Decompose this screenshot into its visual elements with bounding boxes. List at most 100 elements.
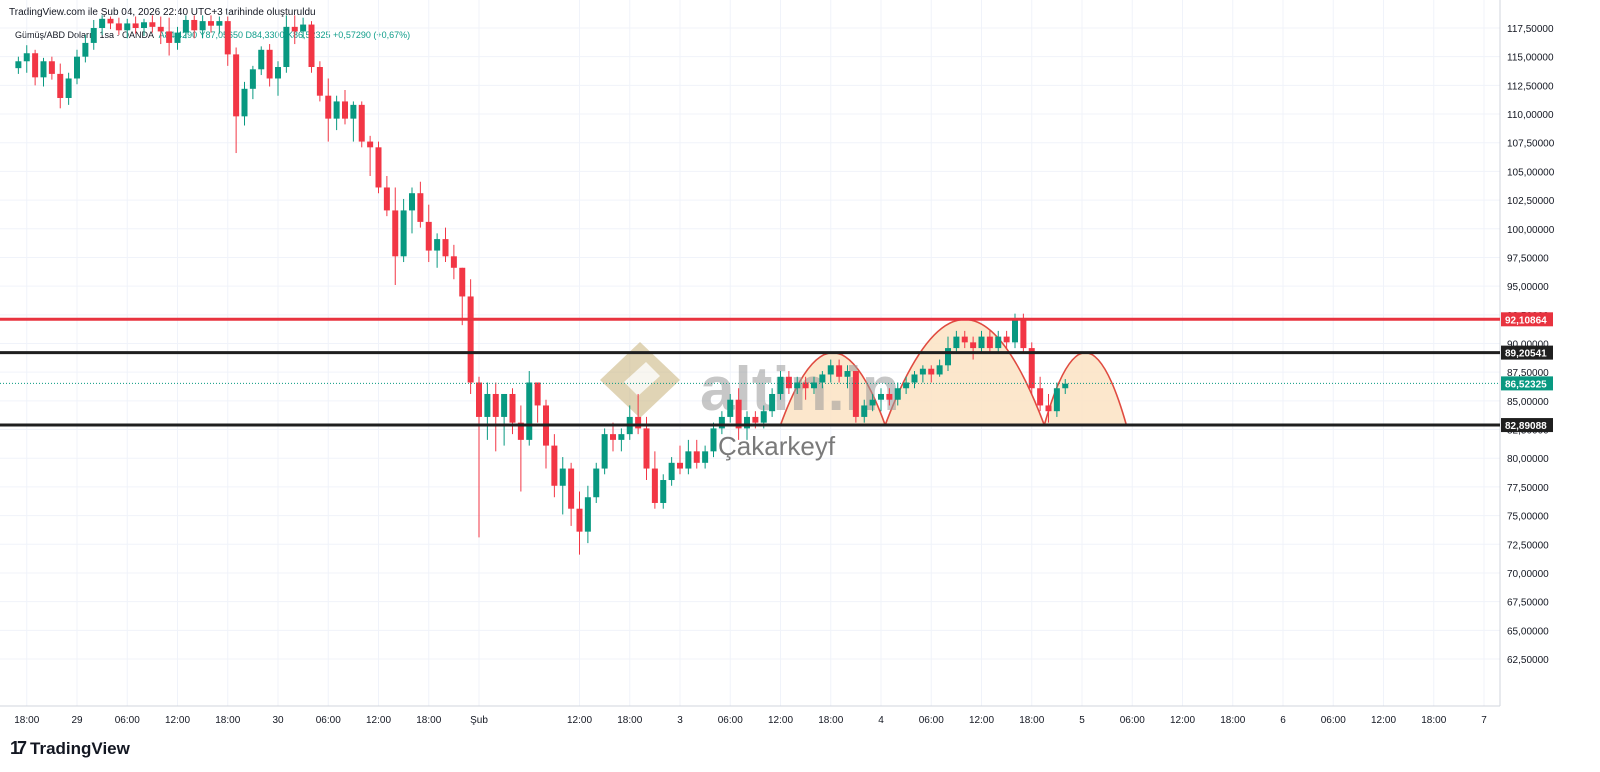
time-tick-label: 18:00 [14, 715, 39, 726]
candle-body [174, 32, 181, 43]
candle [241, 81, 248, 126]
candle [919, 365, 926, 383]
candle-body [417, 193, 424, 222]
candle-body [350, 104, 357, 119]
candle-body [752, 416, 759, 423]
candle-body [233, 54, 240, 117]
candle [442, 227, 449, 263]
candle [584, 485, 591, 544]
candle [208, 15, 214, 33]
time-tick-label: 12:00 [1170, 715, 1195, 726]
candle [392, 187, 399, 285]
candle [551, 434, 558, 498]
candle [40, 57, 47, 87]
price-tick-label: 97,50000 [1507, 253, 1549, 264]
tradingview-brand[interactable]: 17 TradingView [10, 738, 130, 759]
time-tick-label: 18:00 [1019, 715, 1044, 726]
price-tick-label: 62,50000 [1507, 655, 1549, 666]
candle-body [23, 53, 30, 62]
candle-body [794, 382, 801, 389]
candle-body [928, 368, 935, 375]
candle-body [827, 365, 834, 375]
candle-body [903, 382, 910, 389]
candle-body [953, 336, 960, 349]
candle [861, 399, 868, 423]
candle [702, 445, 709, 469]
candle [911, 371, 918, 389]
candle [350, 101, 357, 142]
time-tick-label: 12:00 [165, 715, 190, 726]
candle-body [1045, 405, 1052, 412]
candle [115, 17, 122, 35]
candle [727, 393, 734, 423]
candle-body [651, 468, 658, 503]
candle [476, 376, 482, 538]
candle [450, 244, 457, 280]
candle-body [886, 393, 893, 400]
candle-body [1020, 319, 1027, 349]
candle-body [517, 422, 524, 440]
candle [1037, 376, 1044, 412]
candle-body [819, 374, 826, 383]
price-tick-label: 70,00000 [1507, 569, 1549, 580]
candle [266, 44, 273, 87]
candle-body [584, 497, 591, 532]
candle-body [375, 147, 382, 188]
candle-body [811, 382, 817, 389]
candle [1028, 342, 1035, 394]
candle-body [1062, 383, 1069, 389]
candle-body [1028, 348, 1035, 389]
time-tick-label: 06:00 [718, 715, 743, 726]
time-tick-label: 3 [677, 715, 683, 726]
candle-body [911, 374, 918, 383]
candle-body [325, 95, 332, 119]
time-tick-label: 6 [1280, 715, 1286, 726]
candle-body [618, 434, 625, 440]
candle [342, 89, 348, 125]
candle [99, 15, 106, 35]
candle [827, 359, 834, 383]
candle-body [241, 88, 248, 117]
watermark-logo-inner-icon [624, 362, 660, 396]
level-resistance-tag-bg [1501, 312, 1553, 327]
pattern-arcs [779, 318, 1128, 426]
candle [82, 34, 89, 63]
candle-body [961, 336, 968, 343]
candle [643, 416, 650, 481]
chart-created-caption: TradingView.com ile Şub 04, 2026 22:40 U… [9, 7, 316, 18]
candle [492, 382, 499, 452]
candle [409, 187, 415, 234]
candle [224, 16, 231, 66]
candle-body [878, 393, 884, 400]
grid [0, 0, 1500, 706]
candle [459, 267, 466, 326]
price-tick-label: 72,50000 [1507, 540, 1549, 551]
price-tick-label: 67,50000 [1507, 598, 1549, 609]
price-tick-label: 105,00000 [1507, 167, 1555, 178]
candle [794, 376, 801, 394]
candle [710, 422, 717, 458]
price-tick-label: 115,00000 [1507, 53, 1554, 64]
candle [878, 388, 884, 412]
candle-body [191, 19, 198, 31]
candle [308, 21, 315, 73]
candle [626, 405, 633, 440]
candle [668, 457, 675, 486]
symbol-name[interactable]: Gümüş/ABD Doları · 1sa · OANDA [15, 30, 155, 40]
candle [894, 382, 901, 406]
candle-body [450, 256, 457, 268]
candle-body [643, 428, 650, 469]
candle [275, 61, 281, 96]
candle-body [141, 22, 147, 28]
candle [90, 19, 97, 50]
candle [769, 388, 776, 417]
candle-body [409, 193, 415, 211]
level-support-tag-bg [1501, 345, 1553, 360]
candle [526, 371, 533, 446]
time-tick-label: 12:00 [366, 715, 391, 726]
candle-body [635, 416, 642, 429]
candle-body [442, 239, 449, 257]
candle [777, 371, 784, 400]
candle [358, 101, 365, 148]
